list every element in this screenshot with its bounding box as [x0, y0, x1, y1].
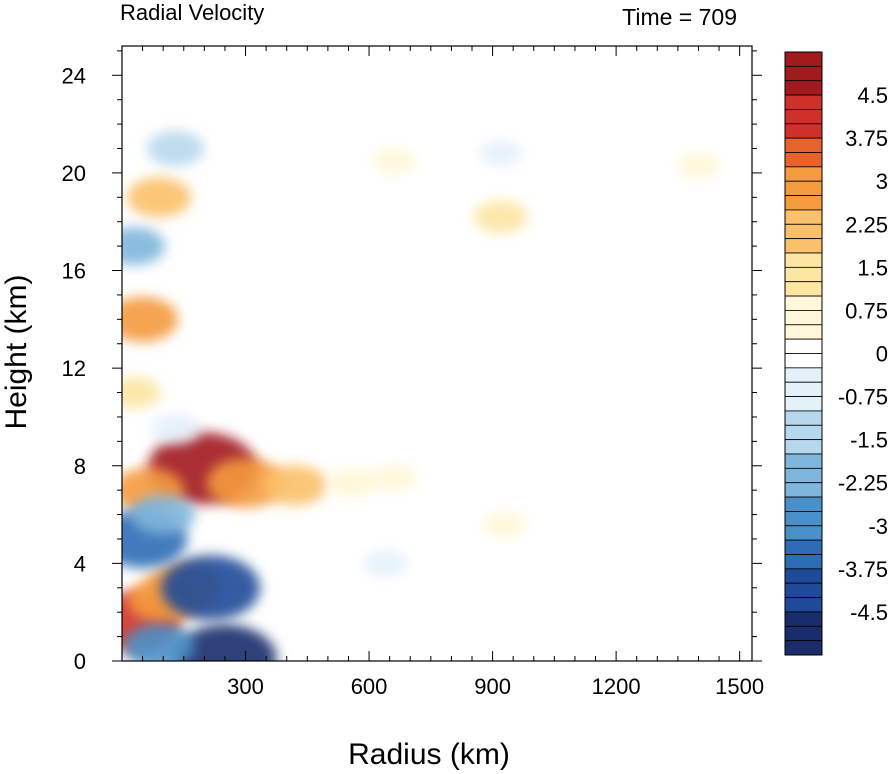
x-tick-label-1500: 1500 — [715, 674, 764, 699]
colorbar-box-41 — [784, 640, 823, 656]
colorbar-box-7 — [784, 152, 823, 168]
colorbar-box-27 — [784, 439, 823, 455]
velocity-feature-14 — [173, 624, 277, 661]
colorbar-box-21 — [784, 353, 823, 369]
x-tick-label-600: 600 — [351, 674, 388, 699]
colorbar-box-31 — [784, 496, 823, 512]
velocity-feature-4 — [370, 463, 418, 492]
colorbar-box-8 — [784, 166, 823, 182]
plot-frame — [121, 45, 753, 662]
colorbar-label-6: 0 — [876, 342, 888, 367]
colorbar-box-2 — [784, 80, 823, 96]
velocity-field — [122, 131, 721, 661]
colorbar-frame — [784, 51, 823, 656]
colorbar-box-24 — [784, 396, 823, 412]
y-tick-label-0: 0 — [74, 649, 86, 674]
colorbar-label-9: -2.25 — [838, 471, 888, 496]
colorbar-label-10: -3 — [868, 514, 888, 539]
colorbar-box-9 — [784, 180, 823, 196]
colorbar-box-25 — [784, 410, 823, 426]
colorbar-box-37 — [784, 582, 823, 598]
colorbar-box-39 — [784, 611, 823, 627]
colorbar-box-17 — [784, 295, 823, 311]
y-axis-ticks: 0 4 8 12 16 20 24 — [62, 50, 762, 674]
colorbar-label-3: 2.25 — [845, 212, 888, 237]
colorbar-box-15 — [784, 266, 823, 283]
velocity-feature-20 — [371, 147, 416, 174]
velocity-feature-16 — [122, 227, 165, 266]
colorbar-label-8: -1.5 — [850, 428, 888, 453]
colorbar-box-28 — [784, 453, 823, 469]
x-tick-label-900: 900 — [474, 674, 511, 699]
velocity-feature-22 — [479, 140, 523, 166]
y-tick-label-8: 8 — [74, 454, 86, 479]
colorbar-box-20 — [784, 338, 823, 354]
velocity-feature-13 — [161, 555, 261, 621]
velocity-feature-12 — [131, 494, 196, 535]
colorbar-label-5: 0.75 — [845, 298, 888, 323]
colorbar-box-34 — [784, 539, 823, 555]
velocity-feature-17 — [147, 131, 205, 166]
colorbar-box-18 — [784, 310, 823, 326]
x-axis-label: Radius (km) — [348, 738, 510, 771]
velocity-feature-1 — [206, 457, 285, 508]
x-axis-ticks: 300 600 900 1200 1500 — [142, 46, 764, 699]
time-annotation: Time = 709 — [622, 4, 737, 30]
colorbar-box-0 — [784, 51, 823, 67]
x-tick-label-1200: 1200 — [592, 674, 641, 699]
colorbar-box-40 — [784, 625, 823, 642]
y-axis-label: Height (km) — [0, 274, 33, 429]
velocity-feature-21 — [676, 152, 721, 179]
plot-area — [121, 45, 753, 662]
colorbar-box-33 — [784, 525, 823, 541]
colorbar-box-14 — [784, 252, 823, 268]
velocity-feature-25 — [150, 414, 201, 445]
velocity-feature-23 — [363, 550, 408, 577]
colorbar-box-13 — [784, 238, 823, 254]
colorbar-box-29 — [784, 467, 823, 484]
chart-title: Radial Velocity — [120, 0, 264, 25]
y-tick-label-16: 16 — [62, 259, 86, 284]
colorbar-box-1 — [784, 65, 823, 82]
colorbar-box-30 — [784, 482, 823, 498]
y-tick-label-24: 24 — [62, 63, 86, 88]
y-tick-label-12: 12 — [62, 356, 86, 381]
colorbar-box-5 — [784, 123, 823, 139]
x-tick-label-300: 300 — [227, 674, 264, 699]
velocity-feature-15 — [123, 623, 195, 661]
y-tick-label-20: 20 — [62, 161, 86, 186]
colorbar: 4.5 3.75 3 2.25 1.5 0.75 0 -0.75 -1.5 -2.25 -3 -3.7… — [784, 51, 888, 656]
velocity-feature-18 — [127, 177, 192, 218]
colorbar-box-26 — [784, 424, 823, 441]
colorbar-box-22 — [784, 367, 823, 383]
colorbar-box-10 — [784, 195, 823, 211]
colorbar-label-0: 4.5 — [857, 83, 888, 108]
velocity-feature-24 — [482, 511, 528, 538]
colorbar-box-4 — [784, 109, 823, 125]
colorbar-box-36 — [784, 568, 823, 584]
colorbar-box-32 — [784, 511, 823, 527]
colorbar-label-2: 3 — [876, 169, 888, 194]
velocity-feature-7 — [122, 376, 161, 409]
colorbar-box-11 — [784, 209, 823, 225]
colorbar-box-19 — [784, 324, 823, 340]
colorbar-label-7: -0.75 — [838, 385, 888, 410]
velocity-feature-6 — [122, 296, 179, 342]
colorbar-box-38 — [784, 597, 823, 613]
velocity-feature-2 — [262, 465, 327, 506]
colorbar-label-1: 3.75 — [845, 126, 888, 151]
colorbar-label-11: -3.75 — [838, 557, 888, 582]
colorbar-box-23 — [784, 381, 823, 397]
colorbar-box-6 — [784, 137, 823, 153]
colorbar-box-3 — [784, 94, 823, 110]
velocity-feature-19 — [473, 200, 528, 234]
colorbar-box-16 — [784, 281, 823, 297]
colorbar-box-35 — [784, 554, 823, 570]
colorbar-label-4: 1.5 — [857, 255, 888, 280]
colorbar-label-12: -4.5 — [850, 600, 888, 625]
y-tick-label-4: 4 — [74, 551, 86, 576]
colorbar-box-12 — [784, 223, 823, 240]
velocity-feature-3 — [327, 467, 378, 498]
